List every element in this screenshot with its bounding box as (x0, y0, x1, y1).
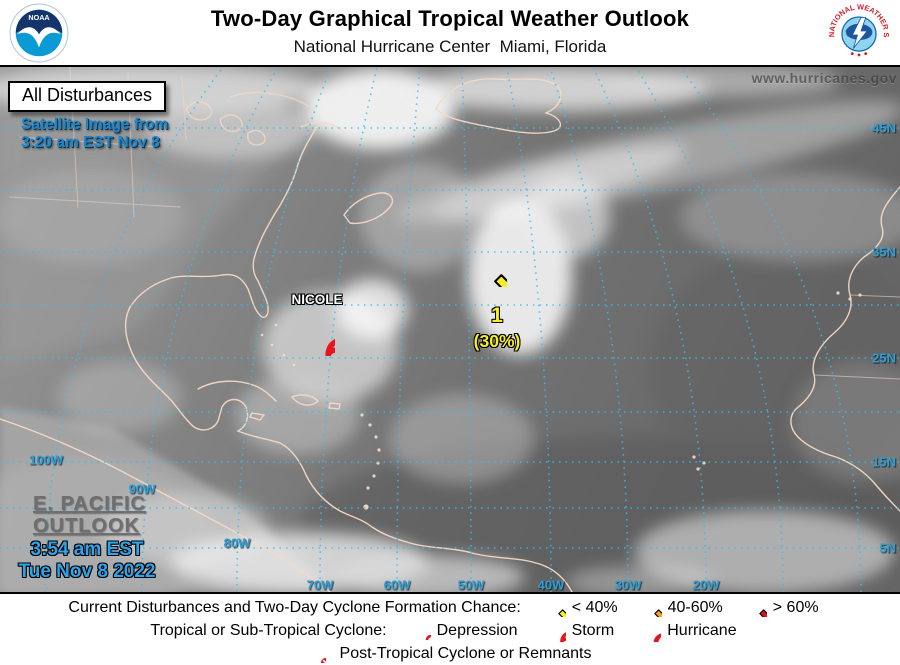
issued-line2: Tue Nov 8 2022 (18, 561, 156, 582)
satellite-caption-line1: Satellite Image from (21, 116, 169, 133)
lat-label-35n: 35N (872, 244, 896, 260)
page-subtitle: National Hurricane Center Miami, Florida (293, 37, 607, 56)
header-titles: Two-Day Graphical Tropical Weather Outlo… (90, 6, 810, 57)
watermark: www.hurricanes.gov (751, 70, 897, 86)
lat-label-5n: 5N (879, 540, 896, 556)
lon-label-90w: 90W (128, 481, 156, 497)
tropical-storm-icon (299, 318, 335, 356)
lon-label-40w: 40W (537, 577, 565, 593)
hurricane-icon (640, 621, 661, 642)
satellite-caption: Satellite Image from 3:20 am EST Nov 8 (21, 116, 168, 152)
lon-label-80w: 80W (223, 535, 251, 551)
nws-logo: NATIONAL WEATHER SERVICE (828, 2, 890, 63)
lon-label-30w: 30W (614, 577, 642, 593)
lon-label-20w: 20W (692, 577, 720, 593)
storm-name-label: NICOLE (291, 292, 343, 307)
legend: Current Disturbances and Two-Day Cyclone… (0, 594, 900, 665)
lat-label-15n: 15N (872, 454, 896, 470)
disturbance-x-icon (477, 257, 507, 287)
epac-line2: OUTLOOK (33, 515, 140, 537)
lon-label-50w: 50W (457, 577, 485, 593)
depression-icon (414, 623, 431, 640)
lon-label-60w: 60W (383, 577, 411, 593)
legend-item-label: Hurricane (667, 622, 737, 639)
issued-line1: 3:54 am EST (30, 539, 144, 560)
lat-label-45n: 45N (872, 120, 896, 136)
svg-text:NOAA: NOAA (28, 13, 50, 22)
satellite-map[interactable]: All Disturbances Satellite Image from 3:… (0, 67, 900, 592)
legend-item-label: Storm (571, 622, 615, 639)
all-disturbances-label: All Disturbances (8, 81, 167, 112)
legend-item-storm: Storm (544, 620, 615, 642)
legend-item-medium-chance: 40-60% (644, 599, 723, 617)
legend-item-high-chance: > 60% (749, 599, 819, 617)
page-title: Two-Day Graphical Tropical Weather Outlo… (210, 6, 690, 31)
noaa-logo: NOAA (9, 3, 69, 63)
legend-row-formation-chance: Current Disturbances and Two-Day Cyclone… (0, 597, 900, 619)
legend-row2-label: Tropical or Sub-Tropical Cyclone: (150, 622, 387, 639)
x-marker-orange-icon (644, 599, 662, 617)
disturbance-number: 1 (491, 304, 503, 327)
satellite-caption-line2: 3:20 am EST Nov 8 (21, 134, 160, 151)
map-bottom-border (0, 592, 900, 594)
legend-item-label: Depression (436, 622, 518, 639)
lat-label-25n: 25N (872, 350, 896, 366)
disturbance-chance: (30%) (473, 331, 521, 351)
header: NOAA Two-Day Graphical Tropical Weather … (0, 0, 900, 65)
post-tropical-icon (309, 646, 326, 663)
satellite-image (0, 67, 900, 592)
legend-item-depression: Depression (414, 622, 518, 640)
east-pacific-outlook-link[interactable]: E. PACIFIC OUTLOOK (33, 493, 146, 537)
legend-item-label: Post-Tropical Cyclone or Remnants (339, 645, 592, 662)
legend-item-low-chance: < 40% (548, 599, 618, 617)
legend-item-label: 40-60% (667, 599, 723, 616)
legend-item-post-tropical: Post-Tropical Cyclone or Remnants (309, 645, 592, 663)
legend-item-label: > 60% (772, 599, 819, 616)
lon-label-100w: 100W (29, 452, 63, 468)
x-marker-yellow-icon (548, 599, 566, 617)
lon-label-70w: 70W (306, 577, 334, 593)
legend-row1-label: Current Disturbances and Two-Day Cyclone… (68, 599, 521, 616)
x-marker-red-icon (749, 599, 767, 617)
legend-row-post-tropical: Post-Tropical Cyclone or Remnants (0, 643, 900, 665)
grid-lines (0, 67, 900, 592)
storm-icon (544, 620, 566, 642)
map-top-border (0, 65, 900, 67)
issued-timestamp: 3:54 am EST Tue Nov 8 2022 (12, 539, 162, 583)
legend-row-cyclone-types: Tropical or Sub-Tropical Cyclone: Depres… (0, 620, 900, 642)
epac-line1: E. PACIFIC (33, 493, 146, 515)
legend-item-hurricane: Hurricane (640, 621, 737, 642)
legend-item-label: < 40% (571, 599, 618, 616)
